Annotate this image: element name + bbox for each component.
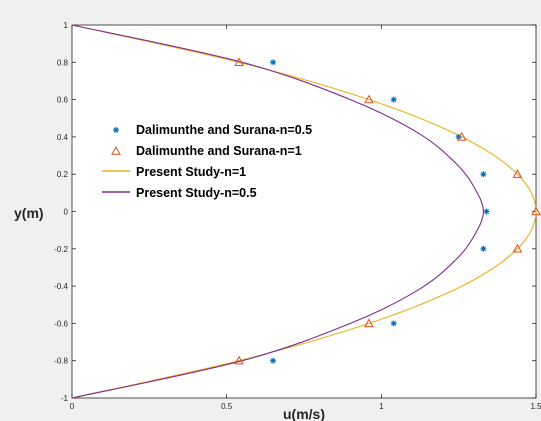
- series-line: [71, 24, 484, 399]
- plot-area: [71, 24, 537, 399]
- data-point: [270, 59, 277, 66]
- y-tick-label: 0.4: [57, 133, 69, 142]
- data-point: [480, 171, 487, 178]
- data-point: [456, 131, 467, 141]
- x-tick-label: 0: [70, 402, 75, 411]
- legend-entry: Present Study-n=0.5: [136, 186, 257, 200]
- data-point: [270, 357, 277, 364]
- data-point: [364, 94, 374, 104]
- x-tick-label: 1: [379, 402, 384, 411]
- data-point: [390, 96, 397, 103]
- x-tick-label: 1.5: [530, 402, 541, 411]
- legend-entry: Dalimunthe and Surana-n=1: [136, 144, 302, 158]
- legend-marker: [113, 127, 119, 133]
- y-tick-label: -0.4: [54, 282, 68, 291]
- x-tick-label: 0.5: [221, 402, 233, 411]
- legend-entry: Present Study-n=1: [136, 165, 246, 179]
- y-tick-label: -1: [61, 394, 69, 403]
- data-layer: [71, 24, 541, 399]
- y-tick-label: 0.8: [57, 58, 69, 67]
- y-tick-label: -0.6: [54, 319, 68, 328]
- x-axis-label: u(m/s): [283, 406, 325, 421]
- data-point: [512, 243, 523, 253]
- y-tick-label: 0: [64, 208, 69, 217]
- data-point: [531, 206, 541, 216]
- data-point: [390, 320, 397, 327]
- tick-layer: 0 0.5 1 1.5 -1 -0.8 -0.6 -0.4 -0.2 0 0.2 0.4 0.6 0.8 1: [54, 21, 541, 411]
- series-line: [71, 24, 537, 399]
- y-tick-label: 0.2: [57, 170, 69, 179]
- y-tick-label: -0.8: [54, 357, 68, 366]
- data-point: [512, 169, 523, 178]
- legend: Dalimunthe and Surana-n=0.5 Dalimunthe an…: [102, 123, 312, 200]
- data-point: [364, 318, 374, 328]
- legend-marker: [111, 145, 121, 155]
- legend-entry: Dalimunthe and Surana-n=0.5: [136, 123, 312, 137]
- y-tick-label: 1: [64, 21, 69, 30]
- y-axis-label: y(m): [14, 205, 44, 221]
- data-point: [483, 208, 490, 215]
- data-point: [480, 245, 487, 252]
- y-tick-label: -0.2: [54, 245, 68, 254]
- data-point: [234, 57, 244, 66]
- y-tick-label: 0.6: [57, 96, 69, 105]
- data-point: [234, 355, 244, 365]
